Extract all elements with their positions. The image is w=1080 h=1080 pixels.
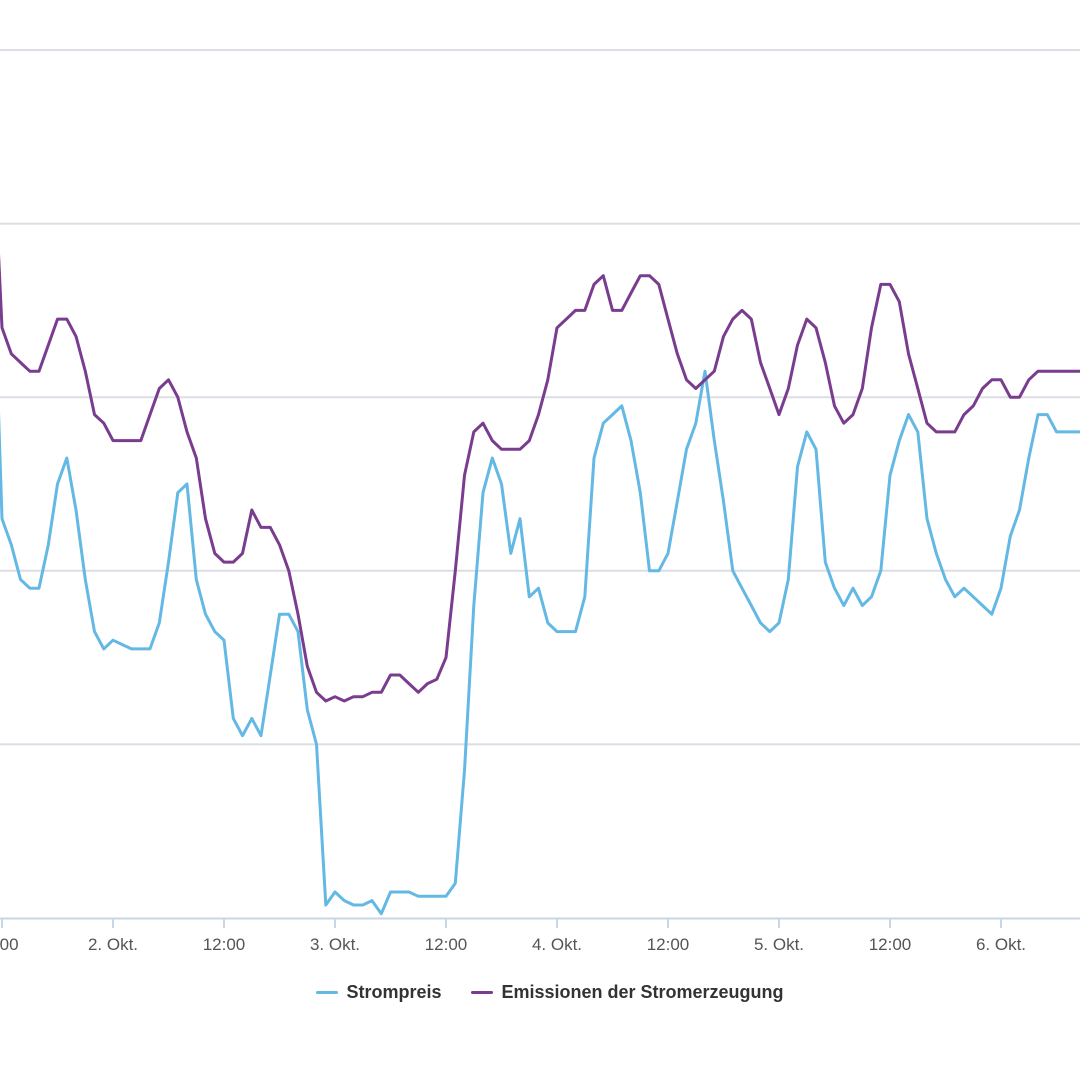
x-tick-label: 4. Okt. (532, 935, 582, 954)
legend-label-emissionen: Emissionen der Stromerzeugung (501, 982, 784, 1002)
legend-item-strompreis[interactable]: Strompreis (316, 982, 441, 1003)
x-tick-label: 6. Okt. (976, 935, 1026, 954)
x-tick-label: 12:00 (203, 935, 246, 954)
legend: Strompreis Emissionen der Stromerzeugung (0, 982, 1080, 1003)
gridlines (0, 49, 1080, 746)
legend-swatch-strompreis (316, 991, 339, 994)
x-tick-label: 12:00 (647, 935, 690, 954)
x-tick-label: 3. Okt. (310, 935, 360, 954)
line-chart: 2:00 2. Okt. 12:00 3. Okt. 12:00 4. Okt. 12:00… (0, 49, 1080, 954)
x-axis: 2:00 2. Okt. 12:00 3. Okt. 12:00 4. Okt. 12:00… (0, 917, 1080, 954)
x-tick-label: 12:00 (425, 935, 468, 954)
series-lines (0, 250, 1080, 916)
x-tick-label: 5. Okt. (754, 935, 804, 954)
x-tick-label: 12:00 (869, 935, 912, 954)
legend-item-emissionen[interactable]: Emissionen der Stromerzeugung (471, 982, 784, 1003)
x-tick-label: 2. Okt. (88, 935, 138, 954)
x-tick-label: 2:00 (0, 935, 19, 954)
series-line-strompreis[interactable] (0, 369, 1080, 916)
series-line-emissionen[interactable] (0, 250, 1080, 703)
legend-label-strompreis: Strompreis (346, 982, 442, 1002)
legend-swatch-emissionen (471, 991, 494, 994)
